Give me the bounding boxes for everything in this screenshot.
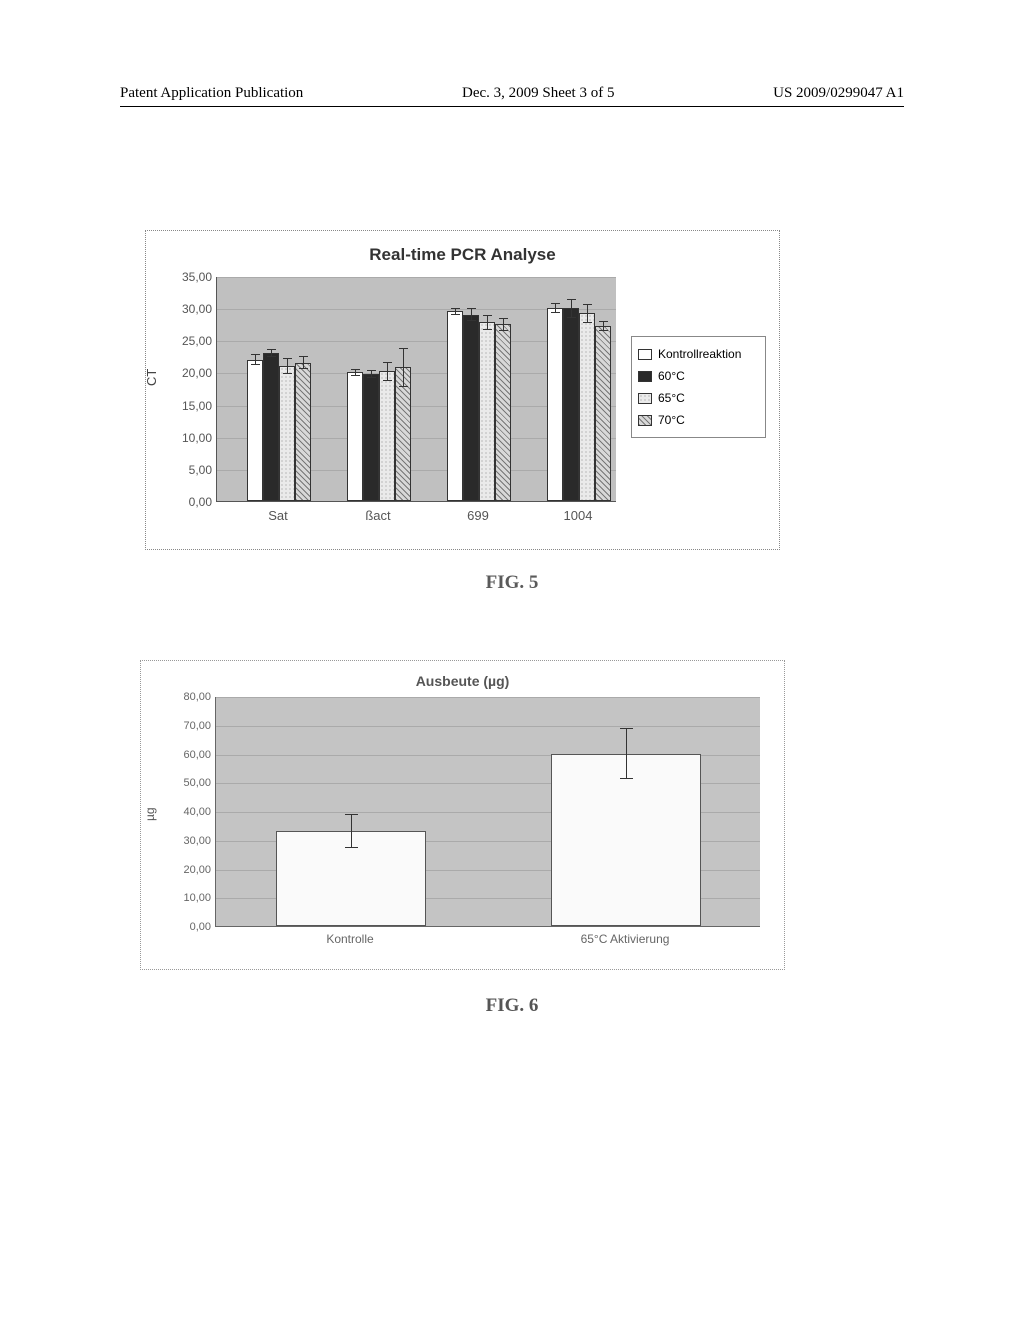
fig5-bar — [247, 360, 263, 501]
fig5-legend-item: 60°C — [636, 365, 761, 387]
fig5-bar — [347, 372, 363, 501]
fig6-ytick: 70,00 — [165, 720, 211, 732]
fig5-error-bar — [287, 358, 288, 373]
fig5-error-bar — [455, 308, 456, 314]
fig5-ytick: 15,00 — [164, 399, 212, 413]
fig5-error-bar — [387, 362, 388, 381]
fig5-xlabel: Sat — [238, 508, 318, 523]
fig5-ytick: 30,00 — [164, 302, 212, 316]
fig5-ytick: 20,00 — [164, 366, 212, 380]
fig5-error-bar — [587, 304, 588, 323]
fig5-error-bar — [603, 321, 604, 331]
legend-label: 70°C — [658, 413, 685, 427]
fig5-legend-item: 70°C — [636, 409, 761, 431]
fig6-plot-area — [215, 697, 760, 927]
fig5-legend: Kontrollreaktion 60°C 65°C 70°C — [631, 336, 766, 438]
fig5-bar — [379, 371, 395, 501]
fig5-error-bar — [503, 318, 504, 331]
fig5-ylabel: CT — [144, 369, 159, 386]
legend-swatch-icon — [638, 371, 652, 382]
fig5-xlabel: 1004 — [538, 508, 618, 523]
fig6-error-bar — [626, 728, 627, 780]
fig5-bar — [279, 366, 295, 501]
fig5-bar — [463, 315, 479, 501]
fig5-ytick: 5,00 — [164, 463, 212, 477]
fig6-ytick: 30,00 — [165, 835, 211, 847]
legend-label: 60°C — [658, 369, 685, 383]
fig5-bar — [363, 374, 379, 501]
fig5-bar — [395, 367, 411, 501]
fig5-bar — [295, 363, 311, 501]
fig5-ytick: 25,00 — [164, 334, 212, 348]
fig5-xlabel: ßact — [338, 508, 418, 523]
legend-swatch-icon — [638, 393, 652, 404]
fig5-error-bar — [471, 308, 472, 321]
fig5-ytick: 0,00 — [164, 495, 212, 509]
fig5-bar — [579, 313, 595, 501]
fig5-xlabel: 699 — [438, 508, 518, 523]
fig5-error-bar — [403, 348, 404, 387]
fig6-title: Ausbeute (µg) — [141, 673, 784, 689]
fig5-error-bar — [255, 354, 256, 364]
fig5-ytick: 10,00 — [164, 431, 212, 445]
fig5-legend-item: Kontrollreaktion — [636, 343, 761, 365]
fig6-ytick: 80,00 — [165, 691, 211, 703]
fig5-bar — [495, 324, 511, 501]
fig5-caption: FIG. 5 — [0, 572, 1024, 594]
legend-label: 65°C — [658, 391, 685, 405]
fig5-bar — [263, 353, 279, 501]
fig5-error-bar — [555, 303, 556, 313]
fig5-chart: Real-time PCR Analyse CT Kontrollreaktio… — [145, 230, 780, 550]
fig6-gridline — [216, 697, 760, 698]
legend-swatch-icon — [638, 415, 652, 426]
legend-label: Kontrollreaktion — [658, 347, 741, 361]
fig5-error-bar — [571, 299, 572, 318]
fig5-gridline — [217, 277, 616, 278]
fig6-gridline — [216, 726, 760, 727]
fig6-ytick: 10,00 — [165, 892, 211, 904]
fig6-ylabel: µg — [143, 807, 157, 821]
fig6-bar — [551, 754, 701, 927]
fig6-ytick: 0,00 — [165, 921, 211, 933]
fig6-ytick: 60,00 — [165, 749, 211, 761]
fig6-chart: Ausbeute (µg) µg 0,00 10,00 20,00 30,00 40,0… — [140, 660, 785, 970]
page-header: Patent Application Publication Dec. 3, 2… — [120, 85, 904, 107]
fig5-error-bar — [271, 349, 272, 357]
fig5-bar — [563, 308, 579, 501]
fig6-ytick: 50,00 — [165, 777, 211, 789]
fig6-error-bar — [351, 814, 352, 849]
fig6-xlabel: Kontrolle — [326, 932, 373, 946]
fig6-ytick: 20,00 — [165, 864, 211, 876]
header-left: Patent Application Publication — [120, 85, 303, 102]
fig5-plot-area — [216, 277, 616, 502]
fig5-bar — [547, 308, 563, 501]
fig5-bar — [595, 326, 611, 501]
header-middle: Dec. 3, 2009 Sheet 3 of 5 — [462, 85, 614, 102]
header-right: US 2009/0299047 A1 — [773, 85, 904, 102]
fig5-error-bar — [371, 370, 372, 378]
fig6-caption: FIG. 6 — [0, 995, 1024, 1017]
fig6-xlabel: 65°C Aktivierung — [581, 932, 670, 946]
fig6-ytick: 40,00 — [165, 806, 211, 818]
fig5-error-bar — [355, 369, 356, 377]
fig5-ytick: 35,00 — [164, 270, 212, 284]
fig5-title: Real-time PCR Analyse — [146, 245, 779, 265]
fig5-bar — [447, 311, 463, 501]
legend-swatch-icon — [638, 349, 652, 360]
fig5-bar — [479, 322, 495, 501]
fig5-error-bar — [303, 356, 304, 369]
fig5-error-bar — [487, 315, 488, 330]
fig5-legend-item: 65°C — [636, 387, 761, 409]
